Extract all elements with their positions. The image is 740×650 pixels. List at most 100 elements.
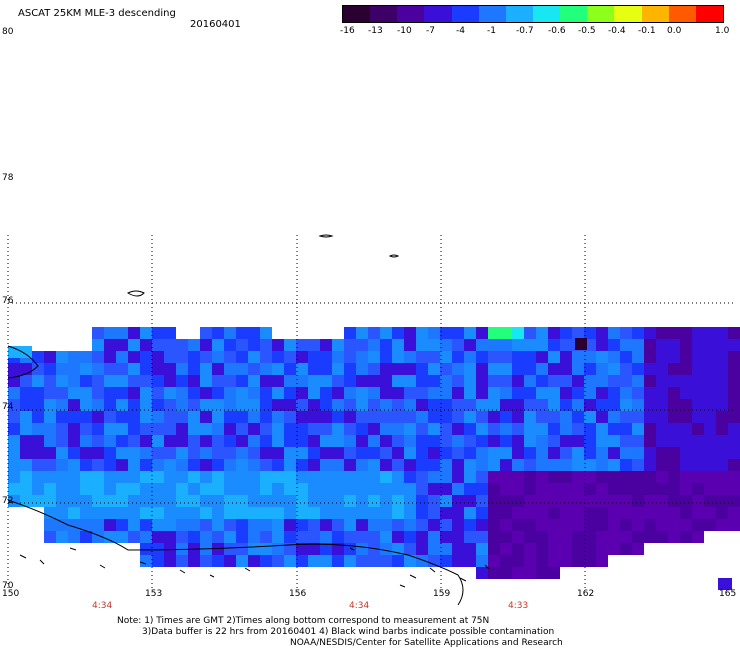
wind-data-cell (368, 411, 380, 423)
wind-data-cell (92, 351, 104, 363)
wind-data-cell (128, 471, 140, 483)
wind-data-cell (668, 447, 680, 459)
wind-data-cell (116, 519, 128, 531)
wind-data-cell (308, 531, 320, 543)
wind-data-cell (212, 471, 224, 483)
wind-data-cell (608, 531, 620, 543)
wind-data-cell (152, 339, 164, 351)
wind-data-cell (44, 363, 56, 375)
wind-data-cell (56, 519, 68, 531)
wind-data-cell (236, 423, 248, 435)
wind-data-cell (140, 327, 152, 339)
wind-data-cell (620, 399, 632, 411)
wind-data-cell (212, 375, 224, 387)
coastline-segment (126, 290, 145, 297)
wind-data-cell (704, 375, 716, 387)
wind-data-cell (575, 338, 587, 350)
wind-data-cell (560, 519, 572, 531)
wind-data-cell (680, 387, 692, 399)
wind-data-cell (104, 411, 116, 423)
wind-data-cell (548, 459, 560, 471)
wind-data-cell (392, 471, 404, 483)
wind-data-cell (80, 423, 92, 435)
wind-data-cell (476, 423, 488, 435)
wind-data-cell (500, 363, 512, 375)
wind-data-cell (224, 519, 236, 531)
wind-data-cell (548, 411, 560, 423)
wind-data-cell (260, 399, 272, 411)
wind-data-cell (464, 399, 476, 411)
wind-data-cell (524, 339, 536, 351)
wind-data-cell (428, 363, 440, 375)
wind-data-cell (668, 339, 680, 351)
wind-data-cell (416, 447, 428, 459)
wind-data-cell (560, 435, 572, 447)
wind-data-cell (224, 435, 236, 447)
wind-data-cell (440, 435, 452, 447)
wind-data-cell (200, 399, 212, 411)
wind-data-cell (392, 459, 404, 471)
wind-data-cell (188, 471, 200, 483)
wind-data-cell (716, 351, 728, 363)
wind-data-cell (68, 423, 80, 435)
wind-data-cell (260, 423, 272, 435)
wind-data-cell (140, 543, 152, 555)
wind-data-cell (140, 339, 152, 351)
wind-data-cell (620, 327, 632, 339)
wind-data-cell (164, 339, 176, 351)
wind-data-cell (368, 495, 380, 507)
wind-data-cell (680, 423, 692, 435)
wind-data-cell (596, 555, 608, 567)
wind-data-cell (152, 459, 164, 471)
wind-data-cell (680, 471, 692, 483)
wind-data-cell (284, 531, 296, 543)
wind-data-cell (692, 327, 704, 339)
wind-data-cell (524, 363, 536, 375)
wind-data-cell (488, 411, 500, 423)
wind-data-cell (128, 531, 140, 543)
wind-data-cell (152, 483, 164, 495)
wind-data-cell (140, 375, 152, 387)
wind-data-cell (584, 375, 596, 387)
wind-data-cell (680, 507, 692, 519)
wind-data-cell (656, 471, 668, 483)
wind-data-cell (200, 423, 212, 435)
wind-data-cell (20, 375, 32, 387)
wind-data-cell (428, 387, 440, 399)
wind-data-cell (620, 519, 632, 531)
wind-data-cell (500, 459, 512, 471)
wind-data-cell (632, 327, 644, 339)
wind-data-cell (92, 399, 104, 411)
wind-data-cell (308, 555, 320, 567)
wind-data-cell (536, 507, 548, 519)
wind-data-cell (224, 375, 236, 387)
wind-data-cell (140, 435, 152, 447)
wind-data-cell (140, 471, 152, 483)
wind-data-cell (428, 327, 440, 339)
wind-data-cell (356, 459, 368, 471)
wind-data-cell (80, 519, 92, 531)
wind-data-cell (152, 387, 164, 399)
wind-data-cell (440, 507, 452, 519)
wind-data-field (8, 327, 740, 579)
wind-data-cell (596, 543, 608, 555)
wind-data-cell (716, 363, 728, 375)
wind-data-cell (716, 327, 728, 339)
wind-data-cell (224, 351, 236, 363)
wind-data-cell (728, 351, 740, 363)
wind-data-cell (692, 399, 704, 411)
wind-data-cell (680, 495, 692, 507)
wind-data-cell (344, 387, 356, 399)
wind-data-cell (164, 423, 176, 435)
wind-data-cell (572, 543, 584, 555)
wind-data-cell (440, 351, 452, 363)
wind-data-cell (692, 483, 704, 495)
wind-data-cell (20, 483, 32, 495)
wind-data-cell (260, 387, 272, 399)
wind-data-cell (236, 471, 248, 483)
wind-data-cell (260, 543, 272, 555)
wind-data-cell (500, 471, 512, 483)
colorbar-swatch (370, 6, 398, 22)
wind-data-cell (320, 483, 332, 495)
wind-data-cell (464, 531, 476, 543)
